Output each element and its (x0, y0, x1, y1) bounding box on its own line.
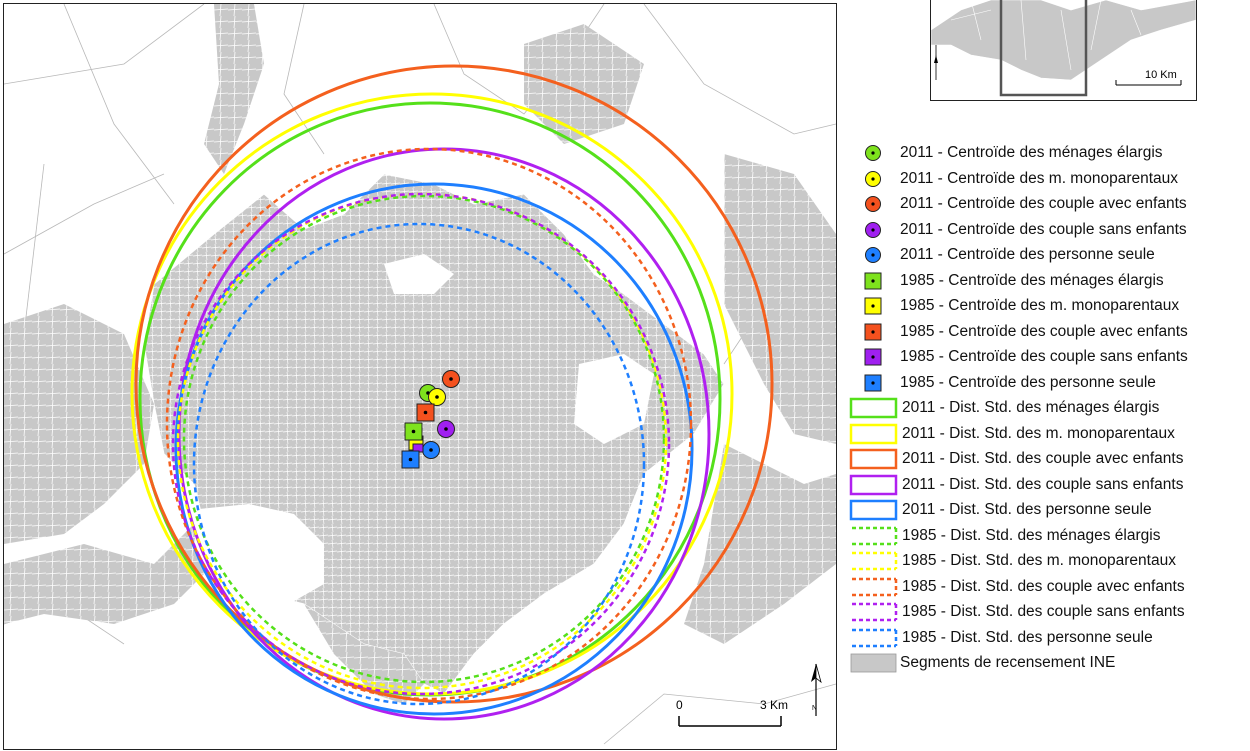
census-segments-layer (4, 4, 836, 704)
legend-symbol (848, 474, 902, 496)
legend-label: 1985 - Dist. Std. des m. monoparentaux (902, 552, 1176, 569)
legend-symbol (848, 270, 900, 292)
legend-symbol (848, 321, 900, 343)
dist-1985-couple-sans-enfants (171, 192, 671, 696)
dist-1985-personne-seule (192, 222, 646, 706)
scale-bar-end-label: 3 Km (760, 698, 788, 712)
rural-boundaries (4, 4, 836, 745)
legend-symbol (848, 601, 902, 623)
legend-label: 1985 - Centroïde des personne seule (900, 373, 1156, 391)
inset-extent-box (999, 0, 1088, 97)
legend-label: 2011 - Centroïde des ménages élargis (900, 144, 1163, 161)
legend-label: 2011 - Dist. Std. des m. monoparentaux (902, 424, 1175, 442)
legend-symbol (848, 576, 902, 598)
legend-label: 1985 - Centroïde des couple avec enfants (900, 322, 1188, 340)
inset-scale-bar-label: 10 Km (1145, 69, 1177, 81)
legend-item-dist-2011-0: 2011 - Dist. Std. des ménages élargis (848, 397, 1159, 419)
legend-symbol (848, 295, 900, 317)
inset-canvas: 10 Km (931, 0, 1196, 97)
water-bodies (194, 254, 654, 604)
legend-item-dist-1985-2: 1985 - Dist. Std. des couple avec enfant… (848, 576, 1185, 598)
dist-1985-menages-elargis (182, 194, 666, 684)
scale-bar: 0 3 Km (676, 698, 788, 727)
legend-label: 2011 - Centroïde des m. monoparentaux (900, 169, 1179, 187)
legend-item-dist-2011-2: 2011 - Dist. Std. des couple avec enfant… (848, 448, 1183, 470)
legend-label: 1985 - Centroïde des couple sans enfants (900, 348, 1188, 365)
legend-item-centroid-2011-0: 2011 - Centroïde des ménages élargis (848, 142, 1163, 164)
legend-item-centroid-1985-2: 1985 - Centroïde des couple avec enfants (848, 321, 1188, 343)
legend-symbol (848, 372, 900, 394)
legend-symbol (848, 448, 902, 470)
legend-item-centroid-1985-3: 1985 - Centroïde des couple sans enfants (848, 346, 1188, 368)
legend-item-dist-1985-3: 1985 - Dist. Std. des couple sans enfant… (848, 601, 1185, 623)
legend-symbol (848, 627, 902, 649)
legend-item-centroid-2011-1: 2011 - Centroïde des m. monoparentaux (848, 168, 1178, 190)
legend-label: 2011 - Centroïde des couple avec enfants (900, 195, 1187, 212)
legend-label: 1985 - Centroïde des ménages élargis (900, 271, 1164, 289)
legend-symbol (848, 168, 900, 190)
dist-2011-personne-seule (174, 182, 694, 716)
legend-symbol (848, 525, 902, 547)
legend-symbol (848, 423, 902, 445)
legend-item-centroid-2011-4: 2011 - Centroïde des personne seule (848, 244, 1155, 266)
centroids-2011 (419, 370, 460, 459)
legend-item-centroid-1985-4: 1985 - Centroïde des personne seule (848, 372, 1156, 394)
main-map[interactable]: 0 3 Km N (3, 3, 837, 750)
map-canvas: 0 3 Km N (4, 4, 836, 745)
legend-label: 1985 - Dist. Std. des couple sans enfant… (902, 603, 1185, 620)
legend-item-centroid-1985-1: 1985 - Centroïde des m. monoparentaux (848, 295, 1179, 317)
legend-symbol (848, 397, 902, 419)
legend-symbol (848, 219, 900, 241)
legend-label: 1985 - Dist. Std. des personne seule (902, 628, 1153, 646)
centroids-1985 (401, 403, 435, 469)
legend-symbol (848, 550, 902, 572)
legend-label: 2011 - Dist. Std. des couple sans enfant… (902, 475, 1184, 493)
legend-label: 2011 - Dist. Std. des couple avec enfant… (902, 450, 1184, 467)
dist-1985-couple-avec-enfants (165, 147, 693, 701)
legend-item-centroid-2011-3: 2011 - Centroïde des couple sans enfants (848, 219, 1187, 241)
legend-symbol (848, 499, 902, 521)
std-distance-1985 (165, 147, 693, 706)
legend-label: 2011 - Centroïde des personne seule (900, 246, 1155, 263)
north-arrow-icon: N (811, 663, 822, 716)
legend-symbol (848, 244, 900, 266)
legend-label: 1985 - Dist. Std. des couple avec enfant… (902, 577, 1185, 595)
inset-locator-map: 10 Km (930, 0, 1197, 101)
legend-symbol (848, 193, 900, 215)
legend-symbol (848, 346, 900, 368)
scale-bar-zero-label: 0 (676, 698, 683, 712)
legend-label: Segments de recensement INE (900, 654, 1116, 671)
legend-item-centroid-2011-2: 2011 - Centroïde des couple avec enfants (848, 193, 1187, 215)
svg-text:N: N (812, 705, 817, 712)
legend-label: 2011 - Dist. Std. des ménages élargis (902, 399, 1160, 416)
legend-symbol (848, 142, 900, 164)
legend-item-dist-2011-1: 2011 - Dist. Std. des m. monoparentaux (848, 423, 1175, 445)
dist-2011-couple-avec-enfants (134, 64, 774, 704)
legend-item-dist-2011-4: 2011 - Dist. Std. des personne seule (848, 499, 1152, 521)
legend-label: 1985 - Centroïde des m. monoparentaux (900, 297, 1180, 314)
legend-item-dist-2011-3: 2011 - Dist. Std. des couple sans enfant… (848, 474, 1183, 496)
legend-item-dist-1985-1: 1985 - Dist. Std. des m. monoparentaux (848, 550, 1176, 572)
legend-item-dist-1985-4: 1985 - Dist. Std. des personne seule (848, 627, 1153, 649)
legend-label: 2011 - Dist. Std. des personne seule (902, 501, 1152, 518)
legend-symbol (848, 652, 900, 674)
legend-item-centroid-1985-0: 1985 - Centroïde des ménages élargis (848, 270, 1164, 292)
legend-item-dist-1985-0: 1985 - Dist. Std. des ménages élargis (848, 525, 1160, 547)
legend-label: 2011 - Centroïde des couple sans enfants (900, 220, 1187, 238)
legend-label: 1985 - Dist. Std. des ménages élargis (902, 526, 1161, 544)
legend-item-segments: Segments de recensement INE (848, 652, 1115, 674)
